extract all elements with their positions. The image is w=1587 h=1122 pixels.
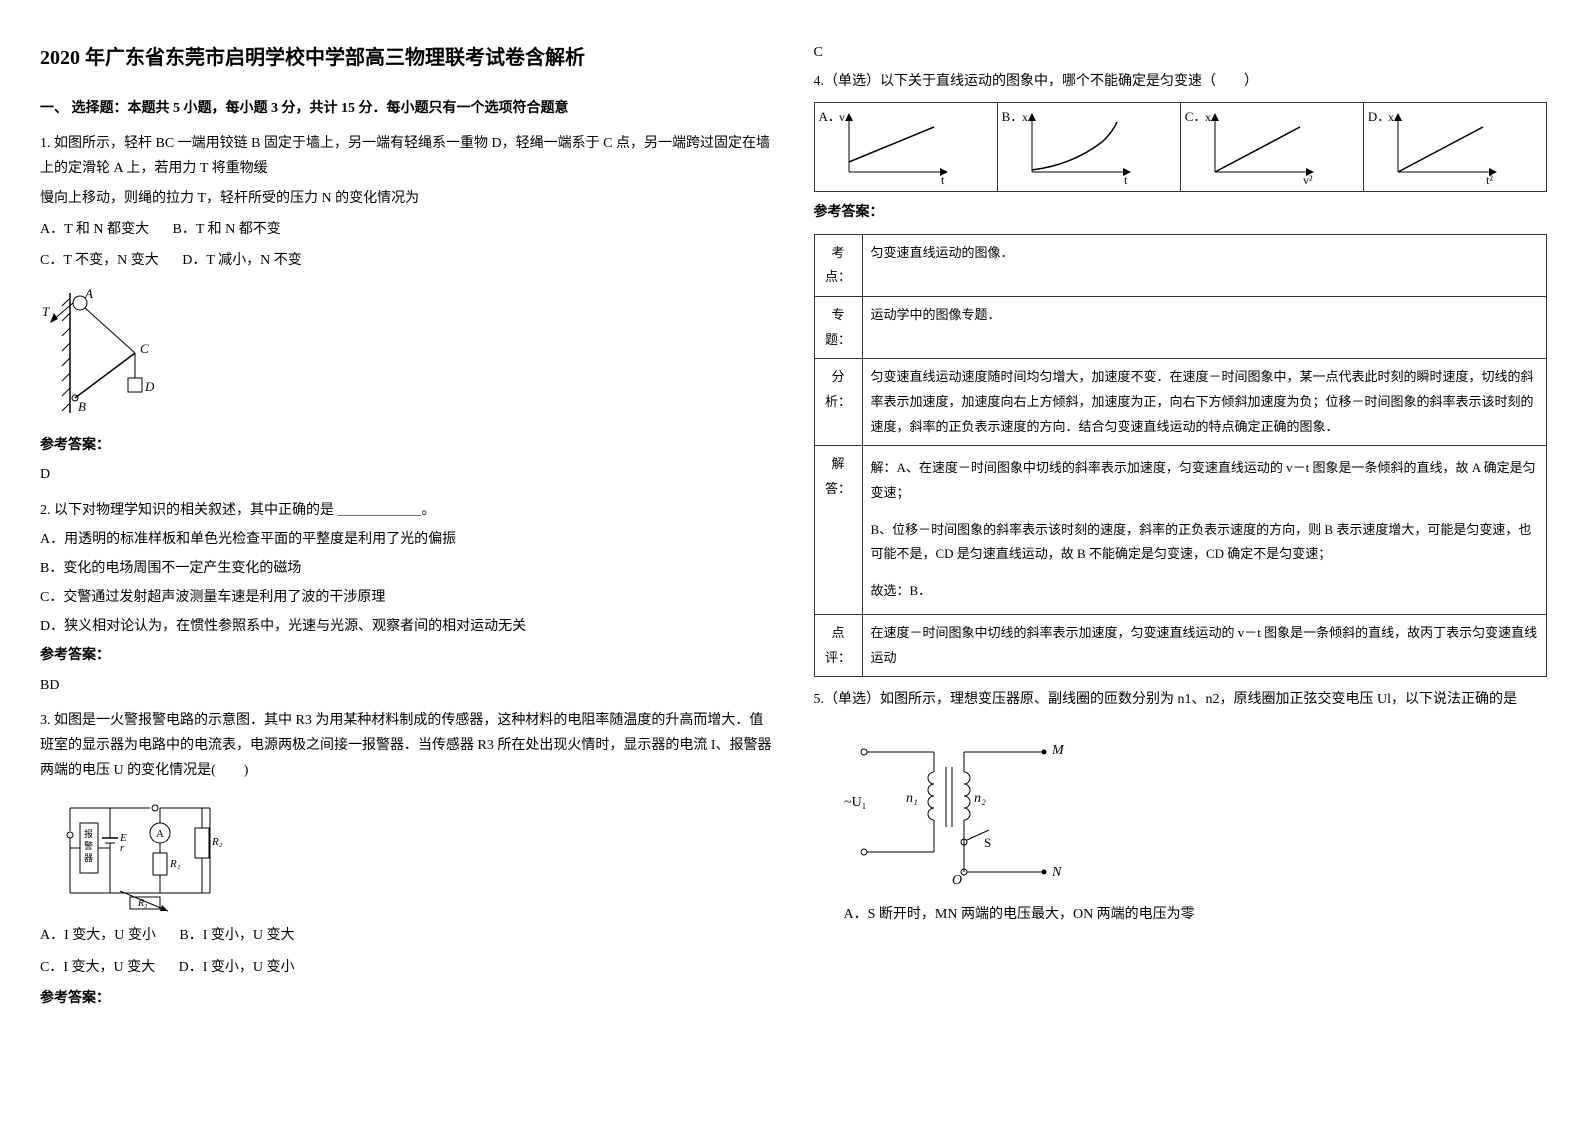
q2-optB: B．变化的电场周围不一定产生变化的磁场 xyxy=(40,556,774,581)
q1-optA: A．T 和 N 都变大 xyxy=(40,217,149,242)
q2-stem: 2. 以下对物理学知识的相关叙述，其中正确的是 ＿＿＿＿＿＿。 xyxy=(40,498,774,523)
q4-row4c: 故选：B． xyxy=(871,579,1539,604)
svg-text:A: A xyxy=(84,286,93,301)
page-title: 2020 年广东省东莞市启明学校中学部高三物理联考试卷含解析 xyxy=(40,40,774,76)
question-1: 1. 如图所示，轻杆 BC 一端用铰链 B 固定于墙上，另一端有轻绳系一重物 D… xyxy=(40,131,774,487)
q2-optA: A．用透明的标准样板和单色光检查平面的平整度是利用了光的偏振 xyxy=(40,527,774,552)
q4-optA-label: A． xyxy=(819,105,841,128)
q1-stem2: 慢向上移动，则绳的拉力 T，轻杆所受的压力 N 的变化情况为 xyxy=(40,186,774,211)
q4-graph-B: B． x t xyxy=(998,103,1181,191)
q4-row1-head: 考点： xyxy=(814,234,862,296)
q4-optC-label: C． xyxy=(1185,105,1207,128)
svg-text:n₁: n₁ xyxy=(906,791,918,806)
svg-text:器: 器 xyxy=(84,853,93,863)
q5-optA: A．S 断开时，MN 两端的电压最大，ON 两端的电压为零 xyxy=(844,902,1548,927)
q1-ans-label: 参考答案： xyxy=(40,433,774,458)
svg-text:T: T xyxy=(42,304,50,319)
q4-row4b: B、位移－时间图象的斜率表示该时刻的速度，斜率的正负表示速度的方向，则 B 表示… xyxy=(871,518,1539,567)
q3-optD: D．I 变小，U 变小 xyxy=(179,955,295,980)
q1-figure: A B C T D xyxy=(40,283,774,423)
svg-text:D: D xyxy=(144,379,155,394)
svg-text:C: C xyxy=(140,341,149,356)
q2-optC: C．交警通过发射超声波测量车速是利用了波的干涉原理 xyxy=(40,585,774,610)
q4-row5-body: 在速度－时间图象中切线的斜率表示加速度，匀变速直线运动的 v－t 图象是一条倾斜… xyxy=(862,614,1547,676)
svg-text:O: O xyxy=(952,873,962,888)
question-5: 5.（单选）如图所示，理想变压器原、副线圈的匝数分别为 n1、n2，原线圈加正弦… xyxy=(814,687,1548,927)
q4-row4a: 解：A、在速度－时间图象中切线的斜率表示加速度，匀变速直线运动的 v－t 图象是… xyxy=(871,456,1539,505)
q3-figure: 报 警 器 E r A xyxy=(40,793,774,913)
svg-text:R₁: R₁ xyxy=(169,858,181,870)
q4-ans-label: 参考答案： xyxy=(814,200,1548,225)
svg-text:N: N xyxy=(1051,865,1062,880)
svg-text:~U₁: ~U₁ xyxy=(844,795,867,810)
q4-graph-options: A． v t B． xyxy=(814,102,1548,192)
question-4: 4.（单选）以下关于直线运动的图象中，哪个不能确定是匀变速（ ） A． v t xyxy=(814,69,1548,677)
q2-ans-label: 参考答案： xyxy=(40,643,774,668)
svg-text:r: r xyxy=(120,842,125,854)
q4-row2-body: 运动学中的图像专题． xyxy=(862,296,1547,358)
q3-optB: B．I 变小，U 变大 xyxy=(179,923,294,948)
q3-ans-label: 参考答案： xyxy=(40,986,774,1011)
q4-optD-label: D． xyxy=(1368,105,1390,128)
q5-figure: ~U₁ n₁ M n₂ S xyxy=(844,722,1548,892)
section1-head: 一、 选择题：本题共 5 小题，每小题 3 分，共计 15 分．每小题只有一个选… xyxy=(40,96,774,121)
q3-optA: A．I 变大，U 变小 xyxy=(40,923,156,948)
svg-text:B: B xyxy=(78,399,86,414)
svg-text:v²: v² xyxy=(1303,173,1313,187)
q4-row5-head: 点评： xyxy=(814,614,862,676)
svg-text:t: t xyxy=(941,173,945,187)
svg-text:R₂: R₂ xyxy=(211,836,223,848)
q1-optD: D．T 减小，N 不变 xyxy=(182,248,302,273)
q4-stem: 4.（单选）以下关于直线运动的图象中，哪个不能确定是匀变速（ ） xyxy=(814,69,1548,94)
q4-row4-head: 解答： xyxy=(814,446,862,614)
svg-text:报: 报 xyxy=(84,828,93,839)
q4-graph-C: C． x v² xyxy=(1181,103,1364,191)
question-2: 2. 以下对物理学知识的相关叙述，其中正确的是 ＿＿＿＿＿＿。 A．用透明的标准… xyxy=(40,498,774,698)
q4-row4-body: 解：A、在速度－时间图象中切线的斜率表示加速度，匀变速直线运动的 v－t 图象是… xyxy=(862,446,1547,614)
svg-text:S: S xyxy=(984,835,991,850)
svg-text:t: t xyxy=(1124,173,1128,187)
q1-optC: C．T 不变，N 变大 xyxy=(40,248,159,273)
q4-graph-D: D． x t² xyxy=(1364,103,1546,191)
question-3: 3. 如图是一火警报警电路的示意图．其中 R3 为用某种材料制成的传感器，这种材… xyxy=(40,708,774,1011)
svg-text:A: A xyxy=(156,828,164,840)
q4-row3-body: 匀变速直线运动速度随时间均匀增大，加速度不变．在速度－时间图象中，某一点代表此时… xyxy=(862,359,1547,446)
q4-row2-head: 专题： xyxy=(814,296,862,358)
q4-optB-label: B． xyxy=(1002,105,1024,128)
q1-optB: B．T 和 N 都不变 xyxy=(173,217,281,242)
q4-analysis-table: 考点： 匀变速直线运动的图像． 专题： 运动学中的图像专题． 分析： 匀变速直线… xyxy=(814,234,1548,678)
q4-row1-body: 匀变速直线运动的图像． xyxy=(862,234,1547,296)
q3-optC: C．I 变大，U 变大 xyxy=(40,955,155,980)
svg-text:R₃: R₃ xyxy=(137,898,148,909)
q4-graph-A: A． v t xyxy=(815,103,998,191)
q5-stem: 5.（单选）如图所示，理想变压器原、副线圈的匝数分别为 n1、n2，原线圈加正弦… xyxy=(814,687,1548,712)
q4-row3-head: 分析： xyxy=(814,359,862,446)
q2-optD: D．狭义相对论认为，在惯性参照系中，光速与光源、观察者间的相对运动无关 xyxy=(40,614,774,639)
svg-text:警: 警 xyxy=(84,840,93,851)
q2-answer: BD xyxy=(40,673,774,698)
svg-text:n₂: n₂ xyxy=(974,791,986,806)
svg-text:M: M xyxy=(1051,743,1065,758)
q3-stem: 3. 如图是一火警报警电路的示意图．其中 R3 为用某种材料制成的传感器，这种材… xyxy=(40,708,774,784)
q1-stem1: 1. 如图所示，轻杆 BC 一端用铰链 B 固定于墙上，另一端有轻绳系一重物 D… xyxy=(40,131,774,181)
q3-answer: C xyxy=(814,40,1548,65)
q1-answer: D xyxy=(40,462,774,487)
svg-text:t²: t² xyxy=(1486,173,1493,187)
